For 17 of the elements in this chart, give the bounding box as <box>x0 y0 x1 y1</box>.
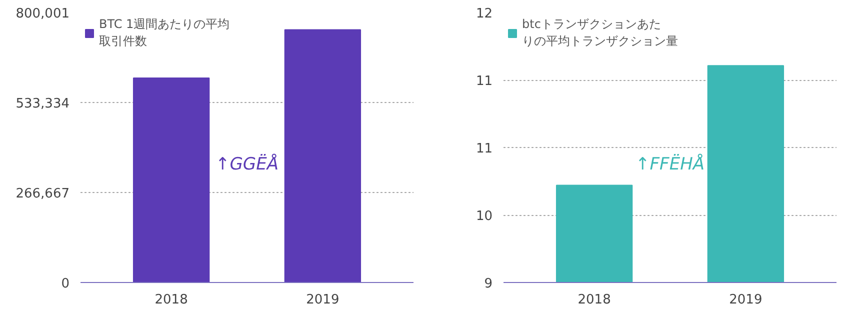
x-tick-label: 2018 <box>154 292 188 308</box>
y-tick-label: 800,001 <box>16 6 70 22</box>
legend-label: BTC 1週間あたりの平均取引件数 <box>99 16 230 50</box>
y-tick-label: 0 <box>61 276 70 292</box>
x-tick-label: 2018 <box>578 292 611 308</box>
annotation: ↑FFËHÅ <box>636 154 704 174</box>
y-tick-label: 11 <box>476 74 493 89</box>
x-tick-label: 2019 <box>306 292 340 308</box>
y-tick-label: 533,334 <box>16 96 70 112</box>
legend-label: btcトランザクションあたりの平均トランザクション量 <box>522 16 678 50</box>
y-tick-label: 12 <box>476 6 493 22</box>
y-tick-label: 9 <box>484 276 493 292</box>
y-tick-label: 11 <box>476 142 493 156</box>
y-tick-label: 266,667 <box>16 186 70 202</box>
x-tick-label: 2019 <box>729 292 762 308</box>
annotation: ↑GGËÅ <box>216 154 278 174</box>
y-tick-label: 10 <box>476 209 493 224</box>
